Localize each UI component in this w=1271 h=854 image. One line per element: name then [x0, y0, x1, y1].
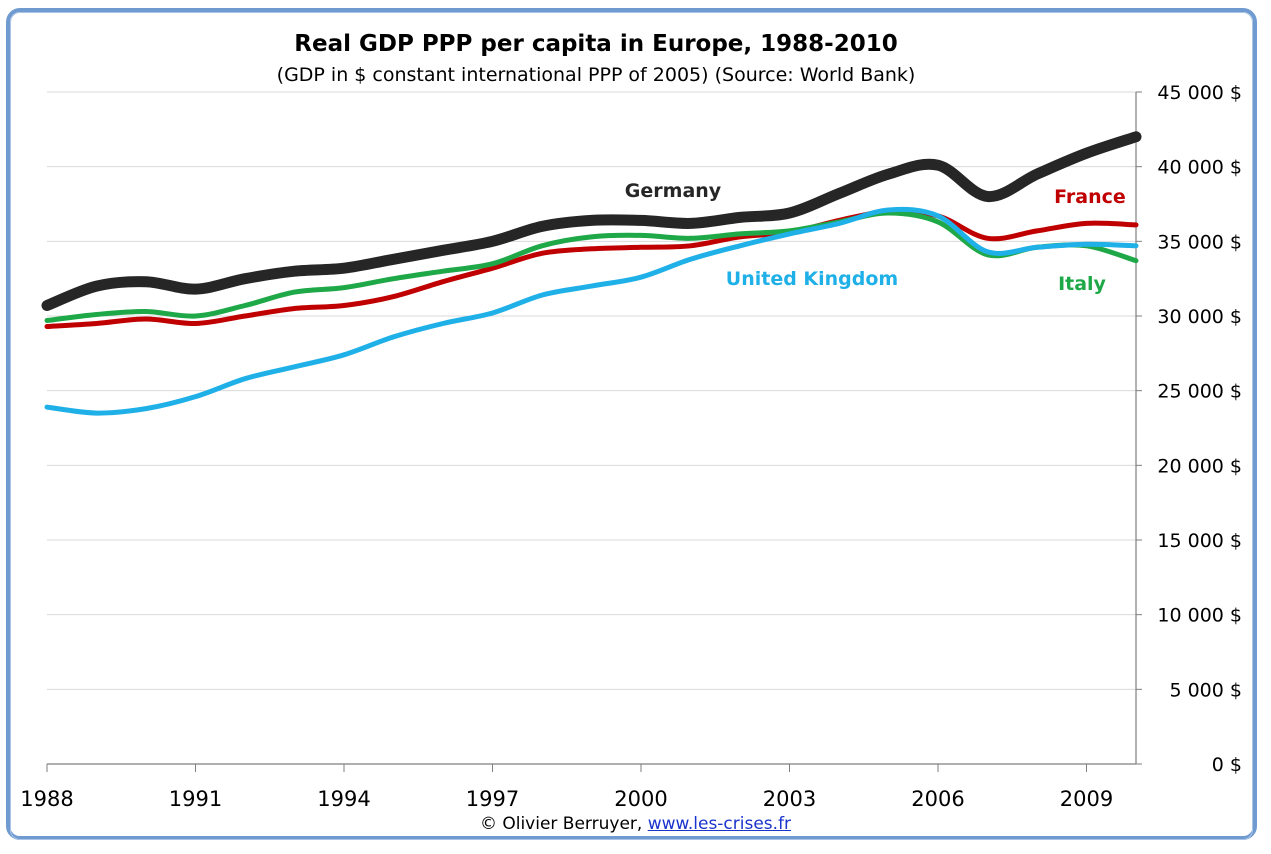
series-line-united-kingdom	[44, 206, 1139, 416]
y-tick-label: 35 000 $	[1157, 231, 1242, 253]
x-tick-label: 1997	[466, 787, 519, 811]
y-tick-label: 5 000 $	[1169, 679, 1242, 701]
series-label-germany: Germany	[625, 180, 722, 202]
x-tick-label: 2006	[911, 787, 964, 811]
chart-subtitle: (GDP in $ constant international PPP of …	[277, 64, 916, 86]
axes: 0 $ 5 000 $ 10 000 $ 15 000 $ 20 000 $ 25 000…	[20, 82, 1242, 811]
x-tick-label: 2000	[614, 787, 667, 811]
y-tick-label: 25 000 $	[1157, 381, 1242, 403]
x-tick-label: 1994	[317, 787, 370, 811]
y-tick-label: 20 000 $	[1157, 455, 1242, 477]
y-tick-label: 0 $	[1212, 754, 1242, 776]
y-tick-label: 40 000 $	[1157, 157, 1242, 179]
x-tick-label: 2009	[1060, 787, 1113, 811]
y-tick-label: 30 000 $	[1157, 306, 1242, 328]
x-tick-label: 1991	[169, 787, 222, 811]
footer-credit: © Olivier Berruyer, www.les-crises.fr	[0, 814, 1271, 834]
series-lines	[41, 131, 1142, 416]
footer-link[interactable]: www.les-crises.fr	[647, 814, 792, 834]
series-labels: Germany France United Kingdom Italy	[625, 180, 1126, 295]
series-line-germany	[41, 131, 1142, 311]
x-tick-label: 2003	[763, 787, 816, 811]
series-label-france: France	[1054, 186, 1126, 208]
x-tick-label: 1988	[20, 787, 73, 811]
y-tick-label: 45 000 $	[1157, 82, 1242, 104]
series-label-united-kingdom: United Kingdom	[726, 268, 898, 290]
series-label-italy: Italy	[1058, 273, 1106, 295]
y-tick-label: 15 000 $	[1157, 530, 1242, 552]
chart-title: Real GDP PPP per capita in Europe, 1988-…	[294, 31, 897, 57]
chart-frame	[6, 8, 1257, 840]
footer-author: © Olivier Berruyer,	[479, 814, 643, 834]
gridlines	[47, 91, 1136, 690]
series-line-france	[44, 208, 1139, 329]
series-line-italy	[44, 210, 1139, 323]
y-tick-label: 10 000 $	[1157, 605, 1242, 627]
